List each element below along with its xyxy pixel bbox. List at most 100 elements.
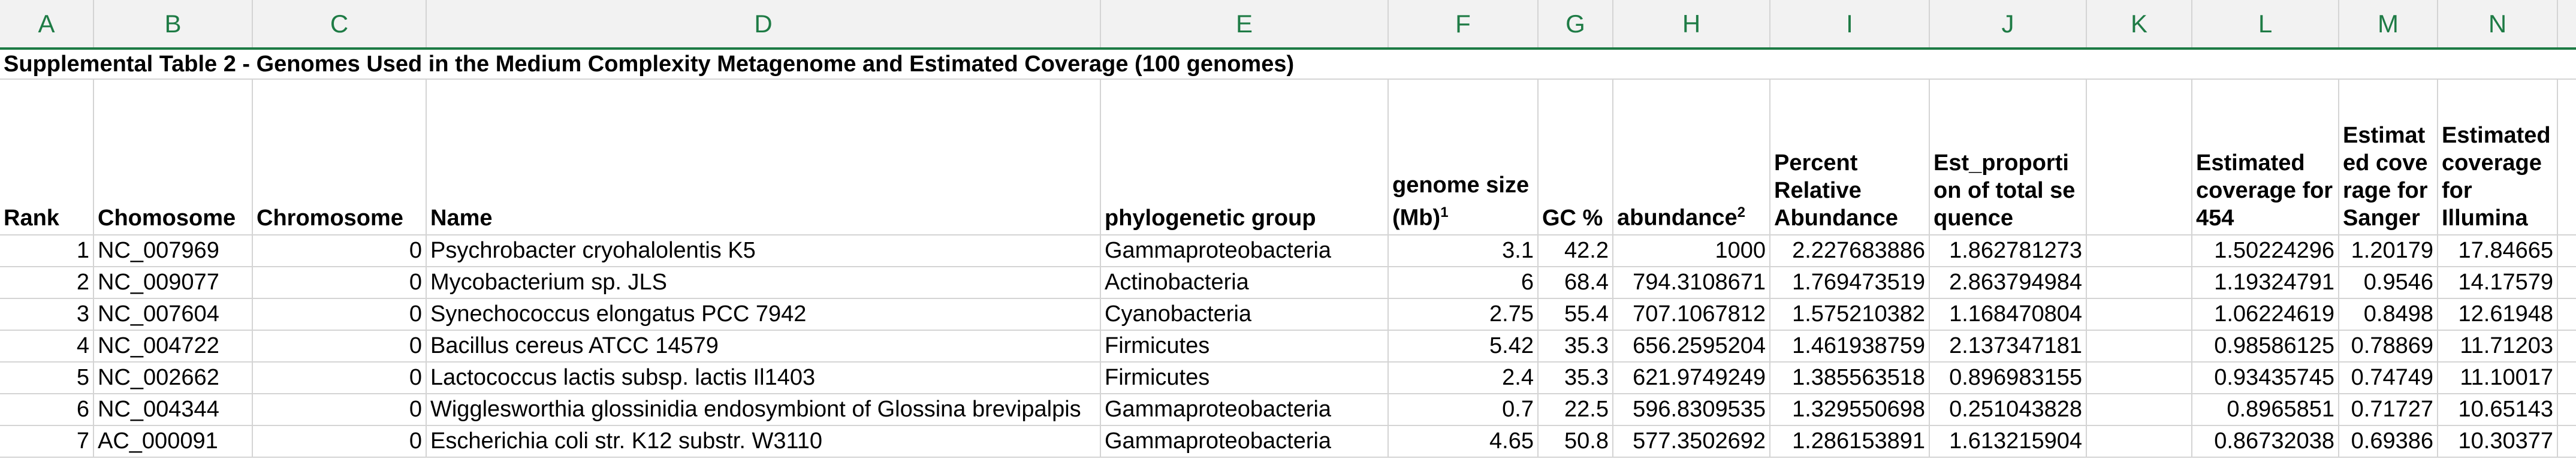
cell-est-proportion[interactable]: 1.168470804 [1930, 299, 2087, 330]
cell-est-proportion[interactable]: 0.251043828 [1930, 394, 2087, 425]
column-header-d[interactable]: D [427, 0, 1101, 47]
cell-accession[interactable]: NC_009077 [94, 267, 253, 298]
header-coverage-454[interactable]: Estimated coverage for 454 [2192, 80, 2339, 234]
cell-gc[interactable]: 22.5 [1539, 394, 1613, 425]
cell-abundance[interactable]: 1000 [1613, 235, 1770, 266]
cell-chromosome[interactable]: 0 [253, 394, 427, 425]
cell-percent[interactable]: 1.461938759 [1770, 331, 1930, 361]
cell-genome-size[interactable]: 6 [1389, 267, 1539, 298]
cell-rank[interactable]: 1 [0, 235, 94, 266]
cell-name[interactable]: Bacillus cereus ATCC 14579 [427, 331, 1101, 361]
cell-chromosome[interactable]: 0 [253, 363, 427, 393]
cell-coverage-illumina[interactable]: 10.65143 [2438, 394, 2558, 425]
cell-est-proportion[interactable]: 2.863794984 [1930, 267, 2087, 298]
cell-rank[interactable]: 3 [0, 299, 94, 330]
cell-name[interactable]: Synechococcus elongatus PCC 7942 [427, 299, 1101, 330]
header-percent-relative-abundance[interactable]: Percent Relative Abundance [1770, 80, 1930, 234]
cell-chromosome[interactable]: 0 [253, 299, 427, 330]
cell-coverage-illumina[interactable]: 14.17579 [2438, 267, 2558, 298]
column-header-k[interactable]: K [2087, 0, 2192, 47]
cell-name[interactable]: Mycobacterium sp. JLS [427, 267, 1101, 298]
cell-coverage-454[interactable]: 0.93435745 [2192, 363, 2339, 393]
column-header-b[interactable]: B [94, 0, 253, 47]
cell-group[interactable]: Firmicutes [1101, 331, 1389, 361]
cell-gc[interactable]: 55.4 [1539, 299, 1613, 330]
column-header-g[interactable]: G [1539, 0, 1613, 47]
cell-chromosome[interactable]: 0 [253, 235, 427, 266]
cell-percent[interactable]: 1.385563518 [1770, 363, 1930, 393]
column-header-n[interactable]: N [2438, 0, 2558, 47]
cell-rank[interactable]: 5 [0, 363, 94, 393]
cell-percent[interactable]: 1.286153891 [1770, 426, 1930, 457]
cell-genome-size[interactable]: 2.75 [1389, 299, 1539, 330]
column-header-i[interactable]: I [1770, 0, 1930, 47]
cell-coverage-454[interactable]: 1.19324791 [2192, 267, 2339, 298]
cell-accession[interactable]: AC_000091 [94, 426, 253, 457]
cell-name[interactable]: Wigglesworthia glossinidia endosymbiont … [427, 394, 1101, 425]
cell-gc[interactable]: 68.4 [1539, 267, 1613, 298]
cell-accession[interactable]: NC_004722 [94, 331, 253, 361]
column-header-a[interactable]: A [0, 0, 94, 47]
cell-rank[interactable]: 6 [0, 394, 94, 425]
cell-coverage-sanger[interactable]: 0.9546 [2339, 267, 2438, 298]
cell-percent[interactable]: 2.227683886 [1770, 235, 1930, 266]
cell-genome-size[interactable]: 0.7 [1389, 394, 1539, 425]
cell-coverage-454[interactable]: 1.06224619 [2192, 299, 2339, 330]
cell-rank[interactable]: 2 [0, 267, 94, 298]
header-genome-size[interactable]: genome size (Mb)1 [1389, 80, 1539, 234]
cell-accession[interactable]: NC_007969 [94, 235, 253, 266]
cell-percent[interactable]: 1.769473519 [1770, 267, 1930, 298]
header-coverage-sanger[interactable]: Estimated coverage for Sanger [2339, 80, 2438, 234]
header-est-proportion[interactable]: Est_proportion of total sequence [1930, 80, 2087, 234]
cell-abundance[interactable]: 596.8309535 [1613, 394, 1770, 425]
cell-gc[interactable]: 42.2 [1539, 235, 1613, 266]
cell-chromosome[interactable]: 0 [253, 267, 427, 298]
cell-abundance[interactable]: 577.3502692 [1613, 426, 1770, 457]
cell-coverage-sanger[interactable]: 0.71727 [2339, 394, 2438, 425]
cell-group[interactable]: Gammaproteobacteria [1101, 426, 1389, 457]
cell-group[interactable]: Actinobacteria [1101, 267, 1389, 298]
cell-k[interactable] [2087, 299, 2192, 330]
header-coverage-illumina[interactable]: Estimated coverage for Illumina [2438, 80, 2558, 234]
cell-gc[interactable]: 35.3 [1539, 363, 1613, 393]
cell-coverage-454[interactable]: 1.50224296 [2192, 235, 2339, 266]
cell-name[interactable]: Lactococcus lactis subsp. lactis Il1403 [427, 363, 1101, 393]
column-header-c[interactable]: C [253, 0, 427, 47]
cell-coverage-illumina[interactable]: 11.71203 [2438, 331, 2558, 361]
header-chromosome[interactable]: Chromosome [253, 80, 427, 234]
header-phylogenetic-group[interactable]: phylogenetic group [1101, 80, 1389, 234]
cell-percent[interactable]: 1.329550698 [1770, 394, 1930, 425]
column-header-e[interactable]: E [1101, 0, 1389, 47]
column-header-f[interactable]: F [1389, 0, 1539, 47]
cell-group[interactable]: Gammaproteobacteria [1101, 394, 1389, 425]
cell-group[interactable]: Cyanobacteria [1101, 299, 1389, 330]
column-header-m[interactable]: M [2339, 0, 2438, 47]
cell-abundance[interactable]: 707.1067812 [1613, 299, 1770, 330]
cell-coverage-454[interactable]: 0.98586125 [2192, 331, 2339, 361]
cell-gc[interactable]: 35.3 [1539, 331, 1613, 361]
cell-coverage-sanger[interactable]: 1.20179 [2339, 235, 2438, 266]
cell-accession[interactable]: NC_004344 [94, 394, 253, 425]
cell-est-proportion[interactable]: 1.862781273 [1930, 235, 2087, 266]
cell-k[interactable] [2087, 426, 2192, 457]
header-rank[interactable]: Rank [0, 80, 94, 234]
column-header-j[interactable]: J [1930, 0, 2087, 47]
cell-group[interactable]: Firmicutes [1101, 363, 1389, 393]
header-gc[interactable]: GC % [1539, 80, 1613, 234]
cell-k[interactable] [2087, 267, 2192, 298]
cell-coverage-illumina[interactable]: 11.10017 [2438, 363, 2558, 393]
cell-coverage-sanger[interactable]: 0.74749 [2339, 363, 2438, 393]
cell-gc[interactable]: 50.8 [1539, 426, 1613, 457]
cell-est-proportion[interactable]: 1.613215904 [1930, 426, 2087, 457]
header-abundance[interactable]: abundance2 [1613, 80, 1770, 234]
cell-chromosome[interactable]: 0 [253, 331, 427, 361]
cell-coverage-illumina[interactable]: 12.61948 [2438, 299, 2558, 330]
cell-coverage-sanger[interactable]: 0.69386 [2339, 426, 2438, 457]
cell-group[interactable]: Gammaproteobacteria [1101, 235, 1389, 266]
column-header-l[interactable]: L [2192, 0, 2339, 47]
cell-coverage-454[interactable]: 0.8965851 [2192, 394, 2339, 425]
cell-est-proportion[interactable]: 0.896983155 [1930, 363, 2087, 393]
cell-coverage-illumina[interactable]: 17.84665 [2438, 235, 2558, 266]
cell-name[interactable]: Escherichia coli str. K12 substr. W3110 [427, 426, 1101, 457]
cell-abundance[interactable]: 656.2595204 [1613, 331, 1770, 361]
